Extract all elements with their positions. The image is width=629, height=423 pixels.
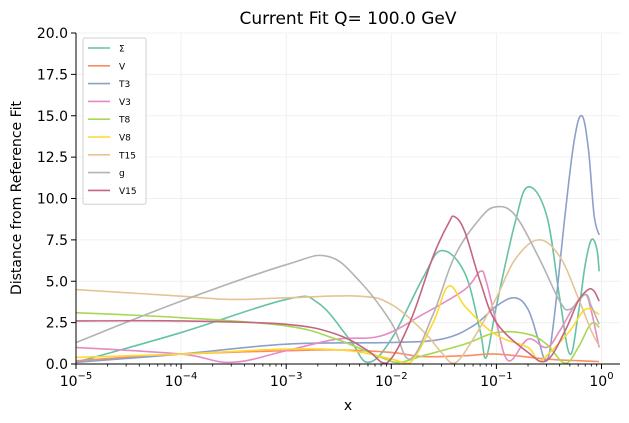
series-line-3 [75, 114, 600, 364]
legend-label: T3 [118, 80, 130, 90]
y-tick-label: 10.0 [37, 192, 68, 208]
legend-label: V8 [119, 134, 131, 144]
y-tick-label: 12.5 [37, 150, 68, 166]
y-tick-label: 20.0 [37, 26, 68, 42]
legend-label: V15 [119, 187, 137, 197]
y-tick-label: 15.0 [37, 109, 68, 125]
y-tick-label: 0.0 [46, 357, 68, 373]
legend-label: T15 [118, 151, 136, 161]
legend-label: Σ [119, 45, 125, 55]
chart-title: Current Fit Q= 100.0 GeV [240, 9, 457, 29]
legend-label: V [119, 62, 126, 72]
x-ticks: 10−5 10−4 10−3 10−2 10−1 100 [60, 364, 614, 390]
series-line-9 [75, 215, 600, 364]
series-line-8 [75, 205, 600, 360]
legend-box [82, 37, 147, 205]
y-axis-label: Distance from Reference Fit [9, 100, 25, 295]
y-tick-label: 2.5 [46, 316, 68, 332]
legend-label: g [119, 169, 125, 179]
x-tick-label: 10−1 [480, 371, 513, 390]
y-tick-label: 5.0 [46, 274, 68, 290]
x-tick-label: 10−3 [270, 371, 303, 390]
series-line-1 [75, 186, 600, 364]
x-tick-label: 10−4 [165, 371, 198, 390]
x-tick-label: 10−5 [60, 371, 93, 390]
x-axis-label: x [344, 398, 352, 414]
series-lines [75, 114, 600, 365]
grid [75, 32, 620, 365]
legend-label: V3 [119, 98, 131, 108]
series-line-6 [75, 285, 600, 365]
y-tick-label: 17.5 [37, 67, 68, 83]
series-line-5 [75, 311, 600, 364]
x-tick-label: 10−2 [375, 371, 408, 390]
y-tick-label: 7.5 [46, 233, 68, 249]
legend-label: T8 [118, 116, 130, 126]
x-tick-label: 100 [589, 371, 613, 390]
legend: ΣV T3 V3 T8 V8 T15 g V15 [82, 37, 147, 205]
series-line-7 [75, 239, 600, 364]
y-ticks: 0.0 2.5 5.0 7.5 10.0 12.5 15.0 17.5 20.0 [37, 26, 76, 373]
